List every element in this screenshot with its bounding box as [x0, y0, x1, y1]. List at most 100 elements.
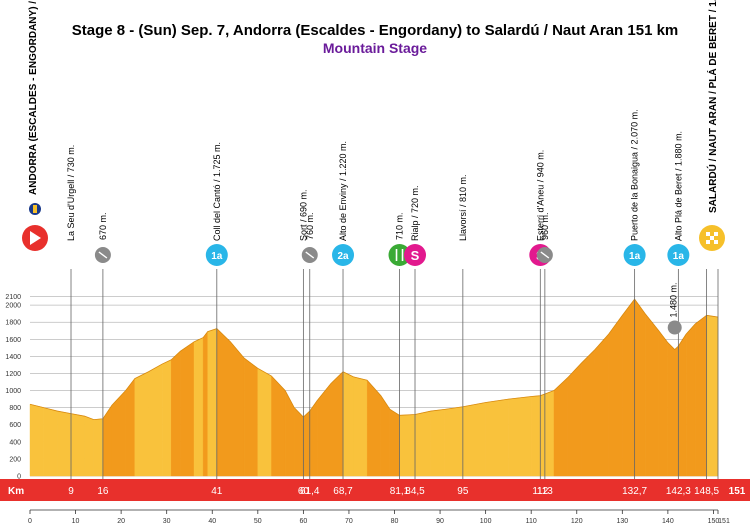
km-waypoint-label: 132,7: [622, 486, 647, 497]
climb-category-marker: [332, 244, 355, 266]
feed-zone-marker: [388, 244, 411, 266]
x-tick-label: 100: [480, 518, 492, 525]
flag-stripe: [33, 205, 37, 213]
y-tick-label: 200: [9, 456, 21, 463]
profile-segment: [125, 377, 135, 477]
profile-segment: [544, 390, 555, 477]
x-tick-label: 50: [254, 518, 262, 525]
profile-segment: [567, 362, 582, 477]
profile-segment: [43, 407, 58, 477]
x-tick-label: 70: [345, 518, 353, 525]
km-waypoint-label: 41: [211, 486, 223, 497]
waypoint-label: 710 m.: [395, 212, 405, 240]
profile-segment: [342, 371, 354, 477]
y-tick-label: 0: [17, 474, 21, 481]
waypoint-label: 760 m.: [305, 212, 315, 240]
profile-segment: [634, 298, 646, 477]
descent-marker: [667, 320, 682, 335]
profile-segment: [706, 315, 719, 477]
profile-segment: [430, 409, 445, 477]
waypoint-label: Puerto de la Bonaigua / 2.070 m.: [630, 109, 640, 241]
profile-segment: [148, 363, 163, 477]
profile-segment: [243, 357, 259, 477]
profile-segment: [685, 323, 696, 477]
profile-segment: [284, 390, 295, 477]
climb-category-label: 1a: [673, 251, 685, 262]
profile-segment: [658, 330, 669, 477]
x-tick-label: 10: [72, 518, 80, 525]
profile-segment: [180, 341, 195, 477]
x-tick-label: 0: [28, 518, 32, 525]
profile-segment: [553, 377, 568, 477]
y-tick-label: 1800: [5, 320, 21, 327]
waypoint-label: Rialp / 720 m.: [410, 185, 420, 241]
waypoint-label: Alto de Enviny / 1.220 m.: [338, 141, 348, 241]
x-tick-label: 40: [208, 518, 216, 525]
km-waypoint-label: 84,5: [405, 486, 425, 497]
km-band-label: Km: [8, 486, 24, 497]
x-tick-label: 90: [436, 518, 444, 525]
y-axis-ticks: 0 200 400 600 800 1000 1200 1400 1600 1800 2000 210…: [5, 294, 21, 480]
profile-segment: [216, 328, 231, 477]
waypoint-label: Llavorsí / 810 m.: [458, 174, 468, 241]
y-tick-label: 1400: [5, 354, 21, 361]
x-tick-label: 150: [708, 518, 720, 525]
x-tick-label: 120: [571, 518, 583, 525]
y-tick-label: 800: [9, 405, 21, 412]
km-waypoint-label: 112: [532, 486, 548, 497]
km-waypoint-label: 9: [68, 486, 74, 497]
profile-segment: [57, 410, 72, 477]
checkered-flag-cell: [710, 236, 714, 240]
km-waypoint-label: 61,4: [300, 486, 320, 497]
x-tick-label: 130: [616, 518, 628, 525]
profile-segment: [678, 333, 687, 477]
waypoint-markers: 1a2aSS1a1a: [22, 203, 725, 335]
stage-type-subtitle: Mountain Stage: [322, 40, 428, 56]
checkered-flag-cell: [706, 240, 710, 244]
y-tick-label: 400: [9, 439, 21, 446]
y-tick-label: 1000: [5, 388, 21, 395]
descent-icon: [98, 251, 108, 259]
checkered-flag-cell: [714, 232, 718, 236]
climb-category-marker: [667, 244, 690, 266]
x-tick-label: 140: [662, 518, 674, 525]
profile-segment: [70, 413, 85, 477]
page-title: Stage 8 - (Sun) Sep. 7, Andorra (Escalde…: [71, 22, 679, 39]
profile-area: [29, 298, 719, 477]
profile-segment: [303, 410, 310, 477]
km-waypoint-label: 151: [729, 486, 746, 497]
climb-category-label: 2a: [337, 251, 349, 262]
waypoint-label: SALARDÚ / NAUT ARAN / PLÁ DE BERET / 1.8…: [706, 0, 719, 213]
profile-segment: [202, 330, 208, 477]
climb-category-label: 1a: [211, 251, 223, 262]
y-tick-label: 2000: [5, 303, 21, 310]
profile-segment: [353, 376, 368, 477]
profile-segment: [695, 314, 707, 477]
y-tick-label: 2100: [5, 294, 21, 301]
descent-icon: [540, 251, 550, 259]
start-arrow-icon: [30, 231, 41, 245]
profile-segment: [84, 415, 94, 477]
km-waypoint-label: 113: [537, 486, 553, 497]
x-tick-label: 60: [299, 518, 307, 525]
waypoint-label: 670 m.: [98, 212, 108, 240]
waypoint-label: Esterri d'Aneu / 940 m.: [535, 150, 545, 241]
profile-segment: [134, 371, 149, 477]
waypoint-label: La Seu d'Urgell / 730 m.: [66, 145, 76, 241]
x-tick-label: 110: [526, 518, 537, 525]
x-tick-label: 30: [163, 518, 171, 525]
profile-segment: [257, 367, 272, 477]
descent-icon: [305, 251, 315, 259]
x-tick-label: 80: [391, 518, 399, 525]
km-waypoint-label: 60: [298, 486, 310, 497]
profile-segment: [271, 375, 286, 477]
profile-segment: [581, 349, 596, 477]
waypoint-label: Sort / 690 m.: [298, 189, 308, 241]
profile-segment: [444, 406, 464, 477]
profile-segment: [540, 393, 546, 477]
profile-segment: [508, 396, 532, 477]
checkered-flag-cell: [706, 232, 710, 236]
sprint-label: S: [411, 248, 420, 263]
